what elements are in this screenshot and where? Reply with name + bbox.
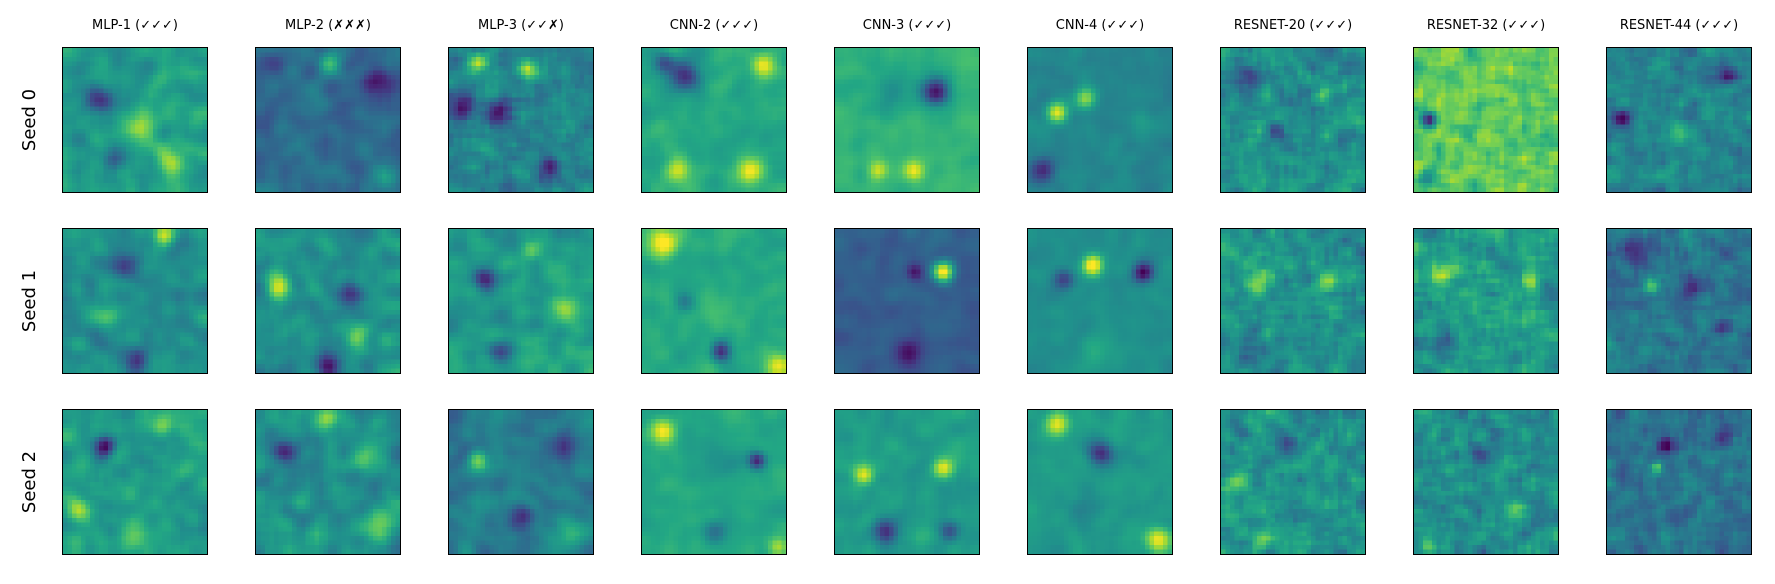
heatmap-panel [1027,228,1173,374]
heatmap-image [1414,48,1558,192]
heatmap-image [1221,410,1365,554]
heatmap-panel [255,409,401,555]
heatmap-image [63,229,207,373]
column-title: MLP-2 (✗✗✗) [285,18,371,33]
heatmap-panel [1413,47,1559,193]
heatmap-panel [641,409,787,555]
heatmap-image [63,410,207,554]
heatmap-panel [1606,228,1752,374]
heatmap-panel [448,47,594,193]
heatmap-image [256,229,400,373]
heatmap-panel [1413,228,1559,374]
heatmap-image [1414,410,1558,554]
heatmap-image [1221,48,1365,192]
heatmap-image [449,229,593,373]
heatmap-panel [834,228,980,374]
heatmap-panel [1606,47,1752,193]
heatmap-image [1221,229,1365,373]
column-title: MLP-3 (✓✓✗) [478,18,564,33]
column-title: RESNET-20 (✓✓✓) [1233,18,1353,33]
heatmap-panel [448,228,594,374]
heatmap-image [835,229,979,373]
heatmap-panel [834,409,980,555]
column-title: CNN-3 (✓✓✓) [862,18,952,33]
heatmap-panel [1413,409,1559,555]
heatmap-panel [834,47,980,193]
heatmap-image [1607,229,1751,373]
heatmap-image [1607,48,1751,192]
heatmap-image [256,48,400,192]
heatmap-image [449,48,593,192]
row-label: Seed 1 [19,269,40,333]
heatmap-panel [1027,47,1173,193]
heatmap-panel [641,47,787,193]
heatmap-panel [62,409,208,555]
heatmap-image [1414,229,1558,373]
heatmap-image [835,48,979,192]
heatmap-panel [1220,228,1366,374]
heatmap-image [63,48,207,192]
row-label: Seed 0 [19,88,40,152]
row-label: Seed 2 [19,450,40,514]
column-title: MLP-1 (✓✓✓) [92,18,178,33]
heatmap-panel [255,47,401,193]
heatmap-panel [255,228,401,374]
heatmap-image [1028,229,1172,373]
heatmap-image [642,229,786,373]
column-title: RESNET-44 (✓✓✓) [1619,18,1739,33]
heatmap-panel [1220,47,1366,193]
column-title: CNN-4 (✓✓✓) [1055,18,1145,33]
heatmap-image [1607,410,1751,554]
heatmap-image [1028,48,1172,192]
heatmap-panel [448,409,594,555]
heatmap-image [256,410,400,554]
heatmap-panel [62,228,208,374]
column-title: RESNET-32 (✓✓✓) [1426,18,1546,33]
heatmap-panel [1027,409,1173,555]
column-title: CNN-2 (✓✓✓) [669,18,759,33]
heatmap-panel [1606,409,1752,555]
heatmap-image [642,410,786,554]
heatmap-panel [641,228,787,374]
heatmap-image [835,410,979,554]
heatmap-image [449,410,593,554]
heatmap-panel [1220,409,1366,555]
heatmap-image [1028,410,1172,554]
heatmap-panel [62,47,208,193]
heatmap-image [642,48,786,192]
